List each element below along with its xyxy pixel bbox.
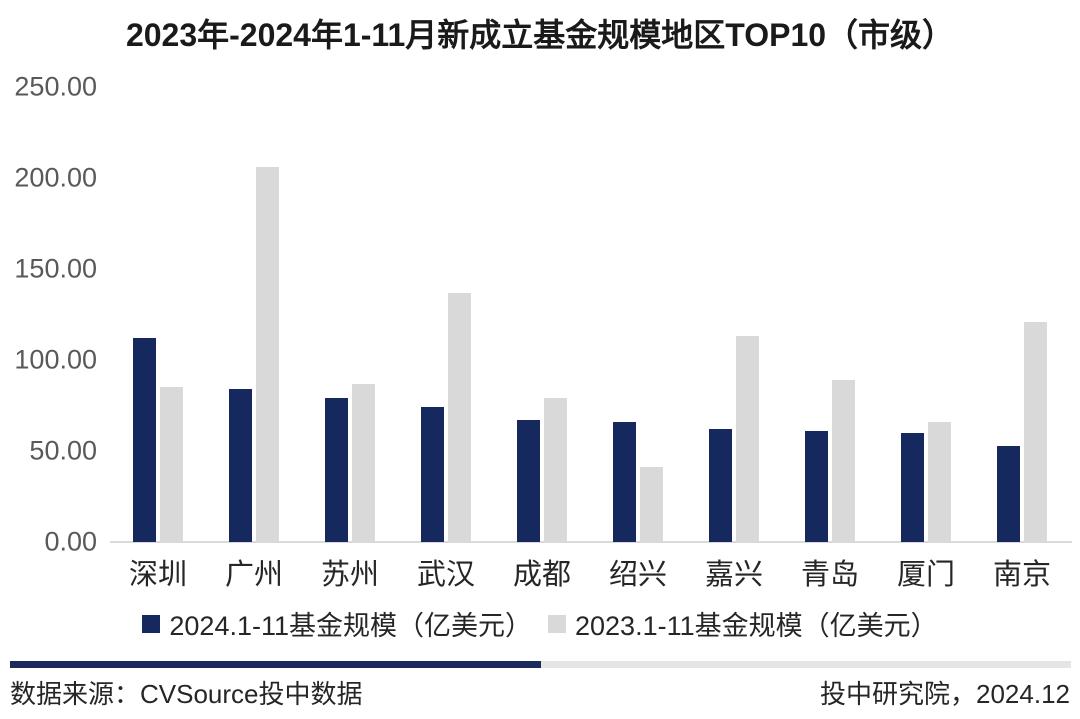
chart-title: 2023年-2024年1-11月新成立基金规模地区TOP10（市级） <box>125 17 955 53</box>
bar-group-绍兴 <box>613 87 663 542</box>
bar-2024-成都 <box>517 420 540 542</box>
bar-group-成都 <box>517 87 567 542</box>
x-axis-label-苏州: 苏州 <box>320 559 379 591</box>
divider-gray-segment <box>540 661 1071 668</box>
bar-2023-武汉 <box>448 293 471 542</box>
bar-2023-绍兴 <box>640 467 663 542</box>
bar-2024-厦门 <box>901 433 924 542</box>
y-tick-label: 50.00 <box>29 435 97 466</box>
bar-2024-青岛 <box>805 431 828 542</box>
bar-group-南京 <box>997 87 1047 542</box>
bar-2023-成都 <box>544 398 567 542</box>
bar-2024-武汉 <box>421 407 444 542</box>
x-axis-label-嘉兴: 嘉兴 <box>704 559 763 591</box>
bar-2024-南京 <box>997 446 1020 542</box>
data-source-text: 数据来源：CVSource投中数据 <box>10 679 363 709</box>
bar-2024-嘉兴 <box>709 429 732 542</box>
bar-2024-深圳 <box>133 338 156 542</box>
legend-swatch-icon <box>142 614 161 633</box>
y-tick-label: 200.00 <box>14 162 97 193</box>
x-axis-line <box>110 541 1072 543</box>
bar-group-苏州 <box>325 87 375 542</box>
x-axis-label-南京: 南京 <box>992 559 1051 591</box>
credit-text: 投中研究院，2024.12 <box>820 679 1070 709</box>
bar-2023-嘉兴 <box>736 336 759 542</box>
x-axis-label-绍兴: 绍兴 <box>608 559 667 591</box>
bar-group-广州 <box>229 87 279 542</box>
divider-navy-segment <box>10 661 541 668</box>
footer-divider <box>10 661 1071 668</box>
legend-item: 2023.1-11基金规模（亿美元） <box>548 604 938 643</box>
plot-area <box>110 87 1070 542</box>
legend-swatch-icon <box>548 614 566 633</box>
bar-2023-青岛 <box>832 380 855 542</box>
legend-label: 2023.1-11基金规模（亿美元） <box>575 611 938 641</box>
x-axis-label-厦门: 厦门 <box>896 559 955 591</box>
legend-label: 2024.1-11基金规模（亿美元） <box>169 611 532 641</box>
legend: 2024.1-11基金规模（亿美元） 2023.1-11基金规模（亿美元） <box>0 604 1080 643</box>
x-axis-label-武汉: 武汉 <box>416 559 475 591</box>
legend-item: 2024.1-11基金规模（亿美元） <box>142 604 532 643</box>
bar-group-嘉兴 <box>709 87 759 542</box>
bar-2024-绍兴 <box>613 422 636 542</box>
bar-2023-苏州 <box>352 384 375 542</box>
x-axis-label-深圳: 深圳 <box>128 559 187 591</box>
bar-2023-厦门 <box>928 422 951 542</box>
y-tick-label: 100.00 <box>14 344 97 375</box>
footer: 数据来源：CVSource投中数据 投中研究院，2024.12 <box>10 674 1070 711</box>
x-axis-label-青岛: 青岛 <box>800 559 859 591</box>
bar-2023-深圳 <box>160 387 183 542</box>
y-tick-label: 250.00 <box>14 71 97 102</box>
bar-2024-苏州 <box>325 398 348 542</box>
x-axis-labels: 深圳 广州 苏州 武汉 成都 绍兴 嘉兴 青岛 厦门 南京 <box>110 551 1070 593</box>
bar-group-青岛 <box>805 87 855 542</box>
x-axis-label-广州: 广州 <box>224 559 283 591</box>
bar-group-厦门 <box>901 87 951 542</box>
bar-2024-广州 <box>229 389 252 542</box>
bar-2023-广州 <box>256 167 279 542</box>
y-tick-label: 150.00 <box>14 253 97 284</box>
bar-2023-南京 <box>1024 322 1047 542</box>
y-tick-label: 0.00 <box>44 526 97 557</box>
x-axis-label-成都: 成都 <box>512 559 571 591</box>
bar-group-深圳 <box>133 87 183 542</box>
bar-group-武汉 <box>421 87 471 542</box>
